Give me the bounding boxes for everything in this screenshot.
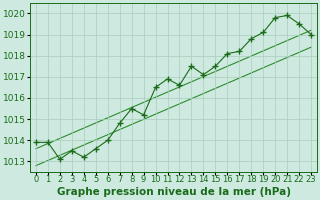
X-axis label: Graphe pression niveau de la mer (hPa): Graphe pression niveau de la mer (hPa) xyxy=(57,187,291,197)
